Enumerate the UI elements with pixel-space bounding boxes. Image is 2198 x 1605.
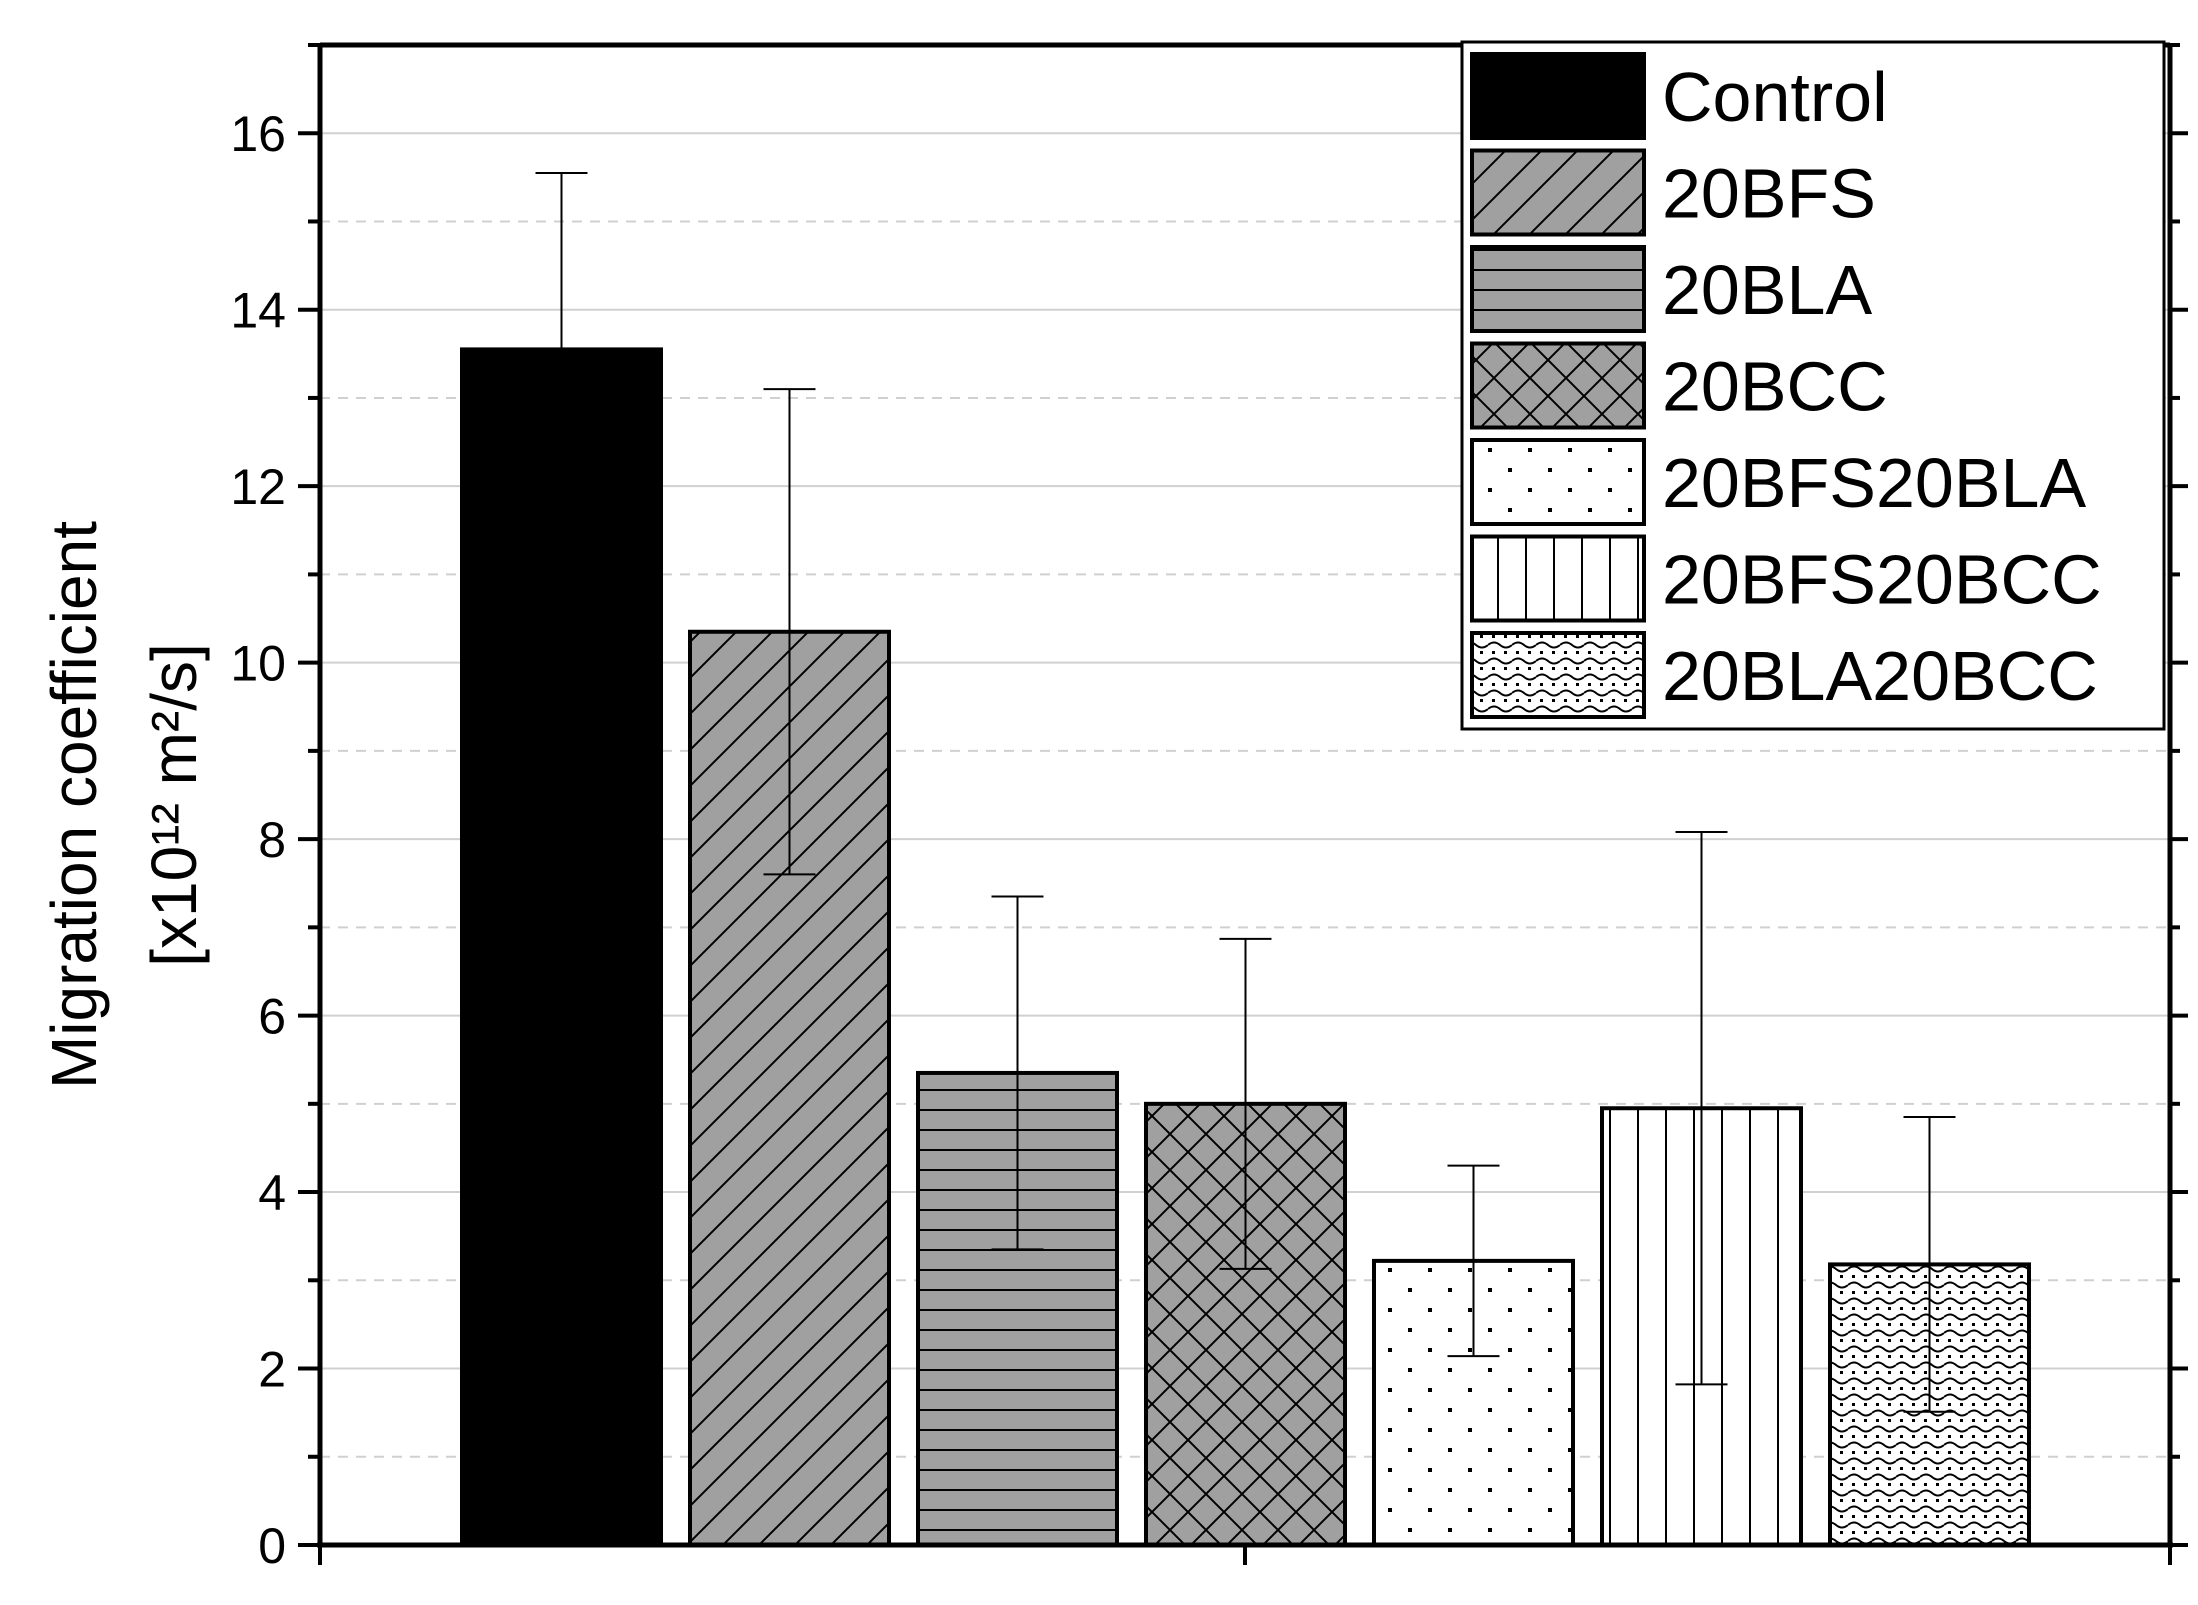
y-tick-label-6: 6 — [258, 989, 286, 1045]
legend: Control20BFS20BLA20BCC20BFS20BLA20BFS20B… — [1460, 40, 2166, 731]
legend-swatch-20bla — [1470, 245, 1646, 333]
legend-label-20bfs20bla: 20BFS20BLA — [1662, 444, 2086, 522]
axes — [298, 42, 2188, 1565]
y-tick-label-2: 2 — [258, 1342, 286, 1398]
y-tick-labels: 0 2 4 6 8 10 12 14 16 — [230, 106, 286, 1574]
legend-label-20bla: 20BLA — [1662, 251, 1872, 329]
legend-swatch-20bla20bcc — [1470, 631, 1646, 719]
legend-label-20bfs: 20BFS — [1662, 155, 1876, 233]
y-tick-label-16: 16 — [230, 106, 286, 162]
legend-label-control: Control — [1662, 58, 1888, 136]
y-tick-label-14: 14 — [230, 283, 286, 339]
y-axis-title-line2: [x10¹² m²/s] — [138, 643, 210, 967]
legend-swatch-20bfs20bcc — [1470, 534, 1646, 623]
bar-control — [460, 347, 663, 1548]
y-axis-title-line1: Migration coefficient — [38, 521, 110, 1089]
y-axis-title-unit: [x10¹² m²/s] — [138, 643, 210, 967]
y-tick-label-10: 10 — [230, 636, 286, 692]
y-axis-title: Migration coefficient — [38, 521, 110, 1089]
legend-label-20bla20bcc: 20BLA20BCC — [1662, 637, 2098, 715]
y-tick-label-8: 8 — [258, 812, 286, 868]
y-tick-label-12: 12 — [230, 459, 286, 515]
y-tick-label-4: 4 — [258, 1165, 286, 1221]
error-bars — [535, 171, 1956, 1413]
legend-label-20bcc: 20BCC — [1662, 348, 1888, 426]
legend-swatch-20bcc — [1470, 341, 1646, 430]
legend-swatch-20bfs20bla — [1470, 438, 1646, 526]
legend-swatch-control — [1470, 52, 1646, 140]
legend-label-20bfs20bcc: 20BFS20BCC — [1662, 541, 2102, 619]
y-tick-label-0: 0 — [258, 1518, 286, 1574]
legend-swatch-20bfs — [1470, 148, 1646, 237]
